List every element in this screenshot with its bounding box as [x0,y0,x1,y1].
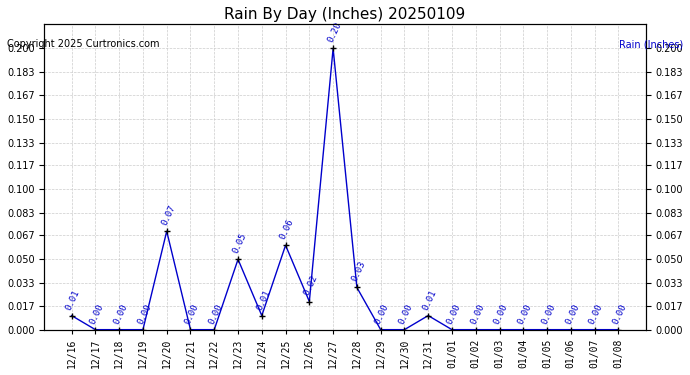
Text: 0.07: 0.07 [159,204,177,227]
Text: 0.00: 0.00 [397,302,415,326]
Text: 0.00: 0.00 [88,302,106,326]
Text: 0.00: 0.00 [469,302,486,326]
Text: 0.20: 0.20 [326,21,343,44]
Text: 0.00: 0.00 [373,302,391,326]
Text: 0.01: 0.01 [64,288,81,311]
Text: 0.05: 0.05 [231,232,248,255]
Text: 0.00: 0.00 [184,302,201,326]
Text: Rain (Inches): Rain (Inches) [619,39,683,50]
Text: 0.01: 0.01 [421,288,438,311]
Text: 0.00: 0.00 [136,302,153,326]
Text: 0.06: 0.06 [279,218,296,241]
Text: 0.00: 0.00 [445,302,462,326]
Text: 0.00: 0.00 [493,302,510,326]
Text: 0.00: 0.00 [611,302,629,326]
Text: 0.01: 0.01 [255,288,272,311]
Text: 0.00: 0.00 [587,302,604,326]
Text: Copyright 2025 Curtronics.com: Copyright 2025 Curtronics.com [7,39,159,50]
Text: 0.00: 0.00 [207,302,224,326]
Text: 0.03: 0.03 [350,260,367,283]
Text: 0.00: 0.00 [112,302,129,326]
Text: 0.00: 0.00 [516,302,533,326]
Text: 0.00: 0.00 [540,302,557,326]
Text: 0.02: 0.02 [302,274,319,297]
Text: 0.00: 0.00 [564,302,581,326]
Title: Rain By Day (Inches) 20250109: Rain By Day (Inches) 20250109 [224,7,466,22]
